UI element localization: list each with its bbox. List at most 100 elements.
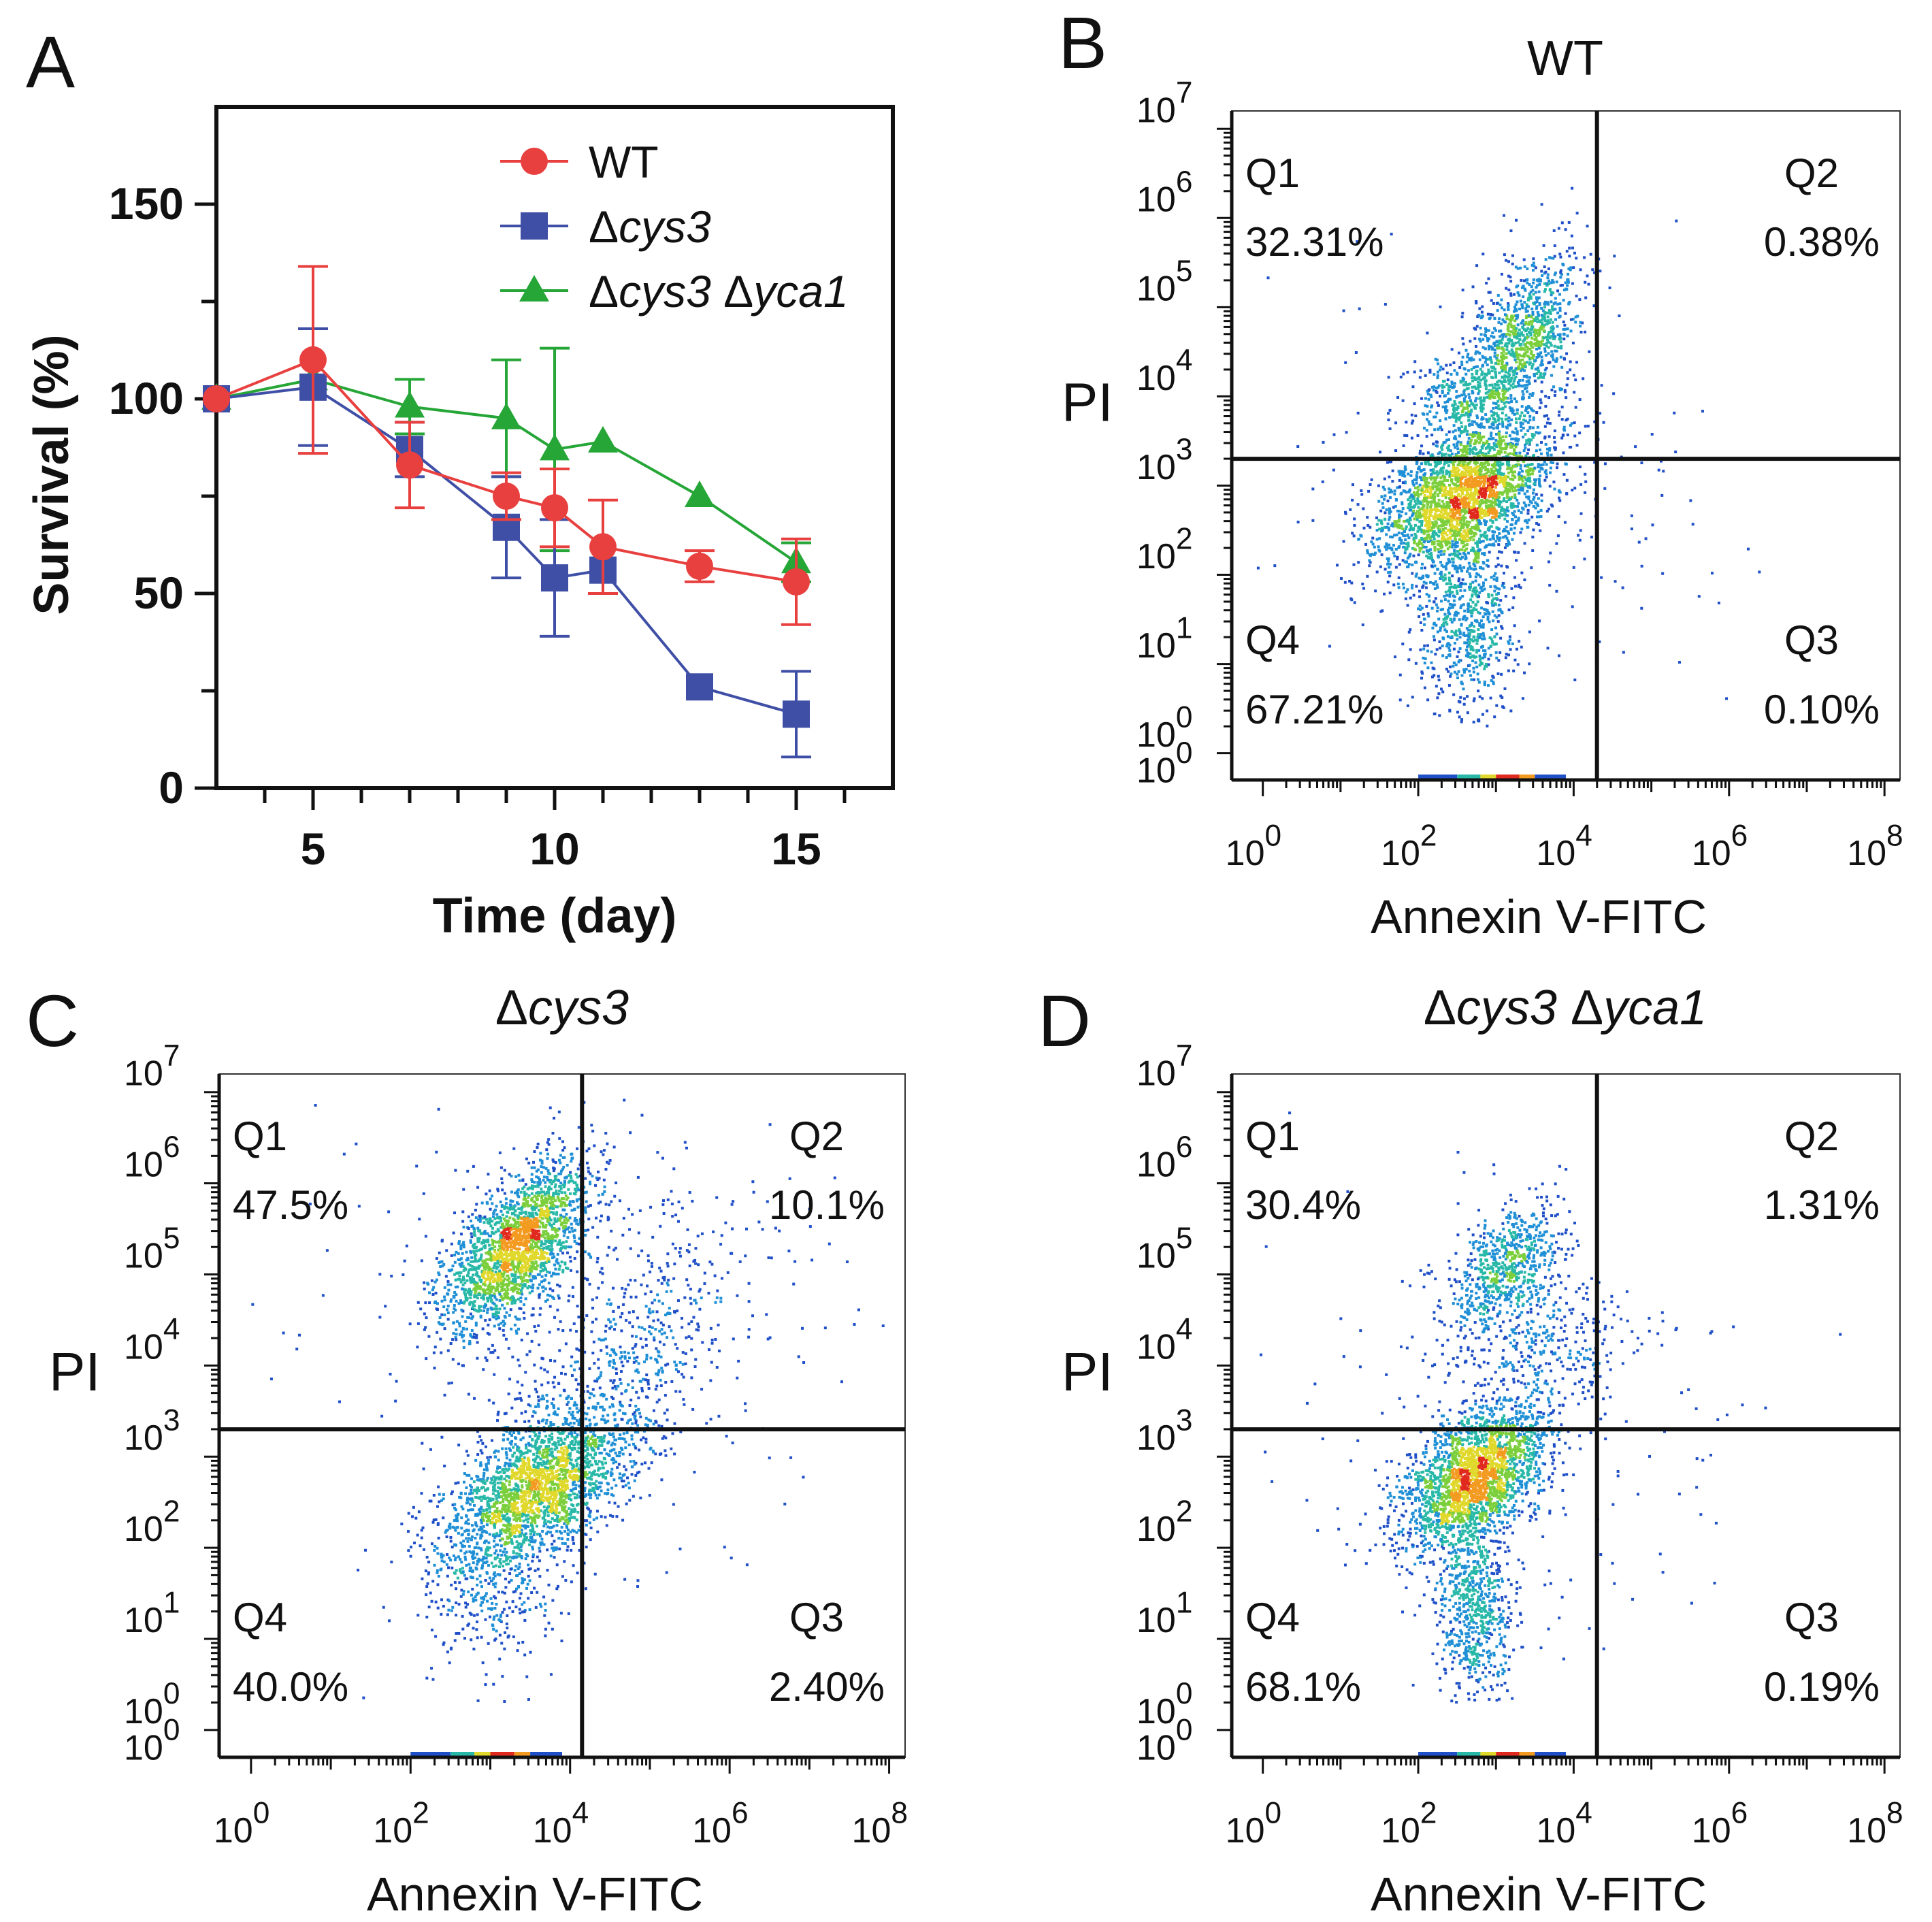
event-dot xyxy=(1550,326,1553,329)
event-dot xyxy=(1526,327,1530,330)
event-dot xyxy=(1471,423,1474,426)
event-dot xyxy=(1418,539,1422,542)
event-dot xyxy=(1467,644,1471,647)
event-dot xyxy=(1419,449,1422,453)
event-dot xyxy=(1425,554,1428,557)
event-dot xyxy=(1344,512,1347,515)
event-dot xyxy=(1521,395,1524,399)
event-dot xyxy=(1535,330,1538,333)
event-dot xyxy=(1520,286,1524,289)
event-dot xyxy=(1437,679,1441,682)
event-dot xyxy=(1475,350,1478,353)
event-dot xyxy=(1536,331,1539,335)
event-dot xyxy=(1471,494,1474,498)
event-dot xyxy=(1476,521,1479,525)
event-dot xyxy=(1539,401,1543,404)
event-dot xyxy=(1434,524,1437,527)
event-dot xyxy=(1484,510,1488,514)
event-dot xyxy=(1450,585,1454,589)
event-dot xyxy=(1426,530,1430,533)
event-dot xyxy=(1478,664,1481,667)
event-dot xyxy=(1510,400,1513,404)
event-dot xyxy=(1448,595,1452,598)
event-dot xyxy=(1479,473,1483,476)
event-dot xyxy=(1486,534,1489,538)
event-dot xyxy=(1492,472,1496,476)
event-dot xyxy=(1422,581,1426,584)
panel-title: WT xyxy=(1527,31,1603,86)
event-dot xyxy=(1480,436,1484,439)
event-dot xyxy=(1477,389,1481,393)
event-dot xyxy=(1496,672,1500,675)
event-dot xyxy=(1432,442,1435,446)
event-dot xyxy=(1426,451,1430,455)
event-dot xyxy=(1486,454,1489,457)
event-dot xyxy=(1452,532,1456,535)
event-dot xyxy=(1491,313,1494,316)
event-dot xyxy=(1661,572,1665,575)
event-dot xyxy=(1505,426,1509,429)
event-dot xyxy=(1425,549,1428,553)
event-dot xyxy=(1518,478,1521,481)
event-dot xyxy=(1417,526,1420,530)
event-dot xyxy=(1550,350,1554,353)
event-dot xyxy=(1507,333,1510,336)
event-dot xyxy=(1519,586,1522,589)
event-dot xyxy=(1394,504,1397,508)
event-dot xyxy=(1479,378,1482,382)
event-dot xyxy=(1386,500,1390,503)
event-dot xyxy=(1481,453,1485,457)
event-dot xyxy=(1519,488,1522,491)
event-dot xyxy=(1391,522,1394,525)
event-dot xyxy=(1447,512,1451,515)
event-dot xyxy=(1450,470,1454,474)
event-dot xyxy=(1530,350,1533,353)
event-dot xyxy=(1526,411,1530,414)
event-dot xyxy=(1574,378,1577,382)
event-dot xyxy=(1557,227,1560,230)
event-dot xyxy=(1473,434,1476,437)
event-dot xyxy=(1471,481,1475,484)
event-dot xyxy=(1386,581,1390,584)
event-dot xyxy=(1457,579,1460,583)
event-dot xyxy=(1424,397,1427,400)
event-dot xyxy=(1452,516,1456,519)
event-dot xyxy=(1481,697,1484,700)
event-dot xyxy=(1528,486,1532,489)
event-dot xyxy=(1507,471,1510,474)
event-dot xyxy=(1405,590,1408,593)
event-dot xyxy=(1408,508,1411,512)
event-dot xyxy=(1494,468,1498,471)
event-dot xyxy=(1458,636,1462,639)
event-dot xyxy=(1495,579,1499,582)
event-dot xyxy=(1412,483,1415,487)
event-dot xyxy=(1422,512,1425,516)
event-dot xyxy=(1441,520,1445,523)
event-dot xyxy=(1502,536,1505,539)
event-dot xyxy=(1480,495,1484,498)
event-dot xyxy=(1470,513,1473,517)
event-dot xyxy=(1578,298,1582,302)
event-dot xyxy=(1496,404,1500,408)
event-dot xyxy=(1447,438,1450,441)
event-dot xyxy=(1499,446,1503,450)
event-dot xyxy=(1439,553,1443,557)
event-dot xyxy=(1614,580,1617,583)
event-dot xyxy=(1531,469,1535,472)
event-dot xyxy=(1473,485,1477,488)
event-dot xyxy=(1473,697,1476,700)
event-dot xyxy=(1460,402,1464,406)
event-dot xyxy=(1408,488,1411,491)
event-dot xyxy=(1460,502,1463,506)
event-dot xyxy=(1383,525,1386,529)
event-dot xyxy=(1487,419,1490,423)
event-dot xyxy=(1394,566,1398,569)
event-dot xyxy=(1380,495,1383,499)
event-dot xyxy=(1490,383,1494,387)
event-dot xyxy=(1503,214,1506,217)
event-dot xyxy=(1518,451,1522,455)
event-dot xyxy=(1640,461,1643,465)
event-dot xyxy=(1437,524,1441,527)
event-dot xyxy=(1449,460,1452,463)
event-dot xyxy=(1511,344,1515,348)
